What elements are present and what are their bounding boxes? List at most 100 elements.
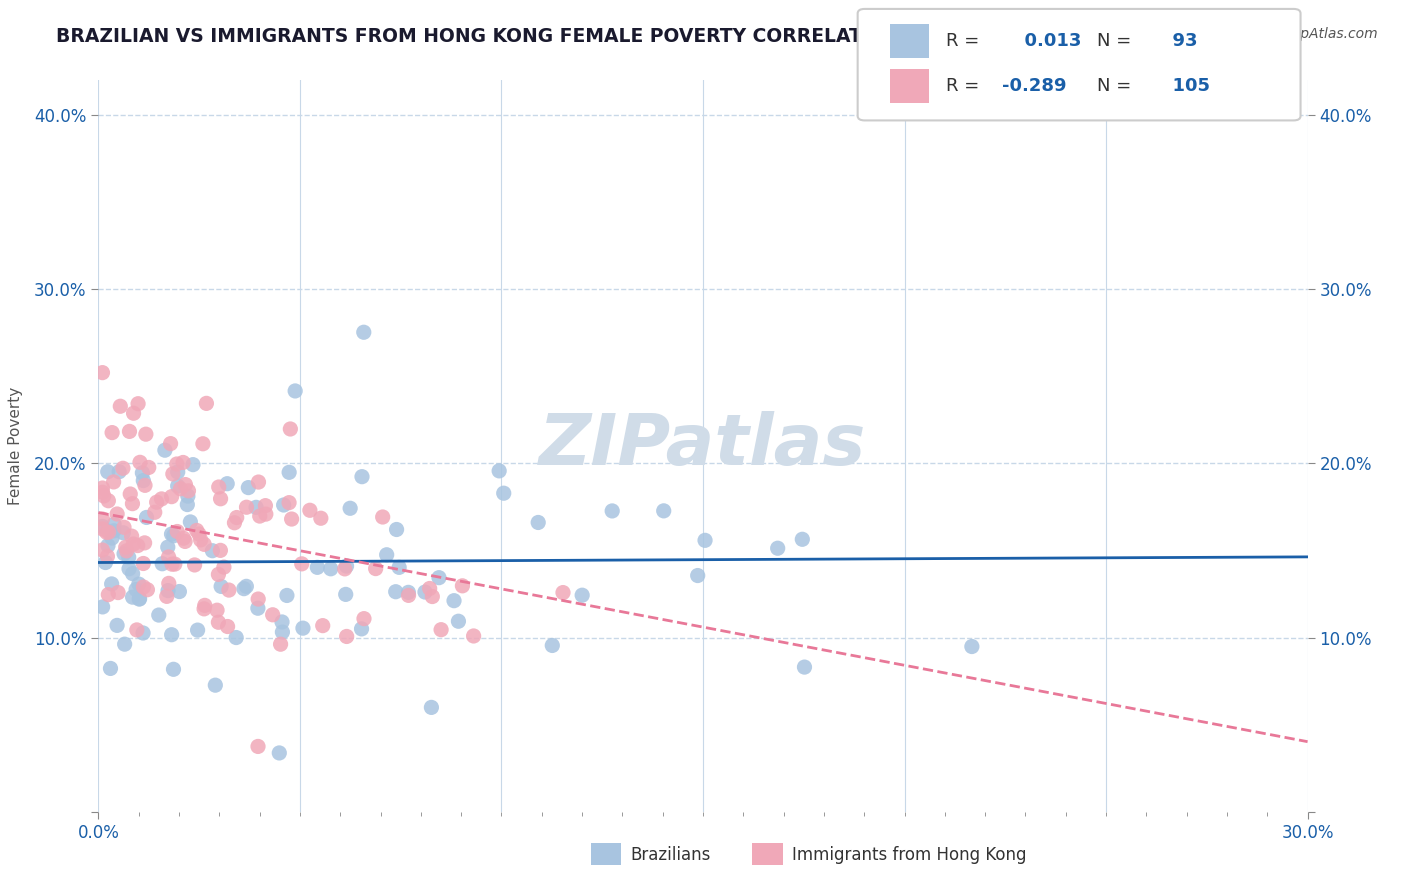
- Point: [105, 507, 128, 521]
- Point: [451, 579, 474, 593]
- Point: [101, 531, 124, 545]
- Point: [238, 481, 260, 495]
- Point: [93, 489, 115, 503]
- Point: [97, 588, 120, 602]
- Point: [166, 524, 188, 539]
- Point: [131, 466, 153, 480]
- Point: [278, 496, 301, 510]
- Point: [150, 491, 173, 506]
- Point: [420, 700, 443, 714]
- Point: [162, 467, 184, 481]
- Point: [150, 557, 173, 571]
- Point: [339, 501, 361, 516]
- Point: [112, 520, 135, 534]
- Point: [118, 562, 141, 576]
- Point: [153, 443, 176, 458]
- Point: [225, 510, 247, 524]
- Point: [125, 623, 148, 637]
- Point: [205, 603, 228, 617]
- Point: [100, 577, 122, 591]
- Point: [249, 509, 271, 524]
- Point: [91, 481, 114, 495]
- Point: [156, 540, 179, 554]
- Point: [217, 619, 239, 633]
- Point: [91, 522, 114, 536]
- Point: [157, 549, 180, 564]
- Point: [190, 533, 212, 547]
- Point: [398, 588, 420, 602]
- Point: [103, 517, 125, 532]
- Point: [111, 461, 134, 475]
- Point: [177, 489, 200, 503]
- Point: [135, 427, 157, 442]
- Point: [371, 510, 394, 524]
- Point: [157, 583, 180, 598]
- Point: [134, 478, 156, 492]
- Point: [195, 396, 218, 410]
- Point: [600, 504, 623, 518]
- Text: ZIPatlas: ZIPatlas: [540, 411, 866, 481]
- Point: [193, 537, 215, 551]
- Point: [247, 739, 270, 754]
- Point: [246, 601, 269, 615]
- Point: [156, 590, 179, 604]
- Point: [793, 660, 815, 674]
- Point: [127, 539, 149, 553]
- Point: [91, 543, 114, 558]
- Point: [693, 533, 716, 548]
- Text: 93: 93: [1160, 32, 1198, 50]
- Point: [127, 397, 149, 411]
- Point: [132, 580, 155, 594]
- Point: [207, 567, 229, 582]
- Point: [186, 524, 208, 538]
- Point: [278, 466, 301, 480]
- Point: [128, 591, 150, 606]
- Text: R =: R =: [946, 32, 986, 50]
- Point: [307, 560, 329, 574]
- Point: [103, 475, 125, 489]
- Point: [162, 662, 184, 676]
- Point: [385, 523, 408, 537]
- Point: [208, 480, 231, 494]
- Point: [792, 533, 814, 547]
- Point: [187, 527, 209, 541]
- Point: [100, 661, 122, 675]
- Point: [121, 529, 143, 543]
- Point: [280, 512, 302, 526]
- Point: [245, 500, 267, 515]
- Point: [118, 550, 141, 565]
- Point: [112, 547, 135, 561]
- Point: [335, 559, 357, 574]
- Point: [143, 505, 166, 519]
- Point: [280, 422, 302, 436]
- Point: [271, 625, 294, 640]
- Point: [204, 678, 226, 692]
- Point: [105, 618, 128, 632]
- Point: [172, 455, 194, 469]
- Text: N =: N =: [1097, 32, 1136, 50]
- Point: [115, 544, 138, 558]
- Point: [353, 325, 375, 339]
- Point: [551, 585, 574, 599]
- Point: [209, 579, 232, 593]
- Point: [166, 479, 188, 493]
- Point: [207, 615, 229, 630]
- Point: [571, 588, 593, 602]
- Point: [254, 499, 277, 513]
- Point: [209, 543, 232, 558]
- Point: [181, 458, 204, 472]
- Text: Immigrants from Hong Kong: Immigrants from Hong Kong: [792, 846, 1026, 863]
- Point: [121, 590, 143, 604]
- Point: [97, 525, 120, 540]
- Point: [166, 465, 188, 479]
- Point: [766, 541, 789, 556]
- Point: [269, 746, 291, 760]
- Point: [298, 503, 321, 517]
- Point: [247, 592, 270, 607]
- Point: [94, 556, 117, 570]
- Point: [97, 493, 120, 508]
- Point: [163, 529, 186, 543]
- Point: [212, 560, 235, 574]
- Point: [541, 639, 564, 653]
- Point: [183, 558, 205, 572]
